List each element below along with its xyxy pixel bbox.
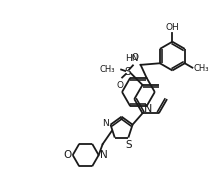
Text: HN: HN bbox=[125, 54, 139, 63]
Text: S: S bbox=[125, 140, 132, 150]
Text: CH₃: CH₃ bbox=[193, 64, 209, 73]
Text: OH: OH bbox=[166, 23, 179, 32]
Text: O: O bbox=[116, 80, 123, 89]
Text: CH₃: CH₃ bbox=[99, 65, 115, 74]
Text: O: O bbox=[63, 150, 71, 160]
Text: N: N bbox=[144, 104, 152, 114]
Text: N: N bbox=[100, 150, 108, 160]
Text: N: N bbox=[102, 119, 109, 128]
Text: S: S bbox=[124, 67, 131, 77]
Text: O: O bbox=[131, 53, 138, 62]
